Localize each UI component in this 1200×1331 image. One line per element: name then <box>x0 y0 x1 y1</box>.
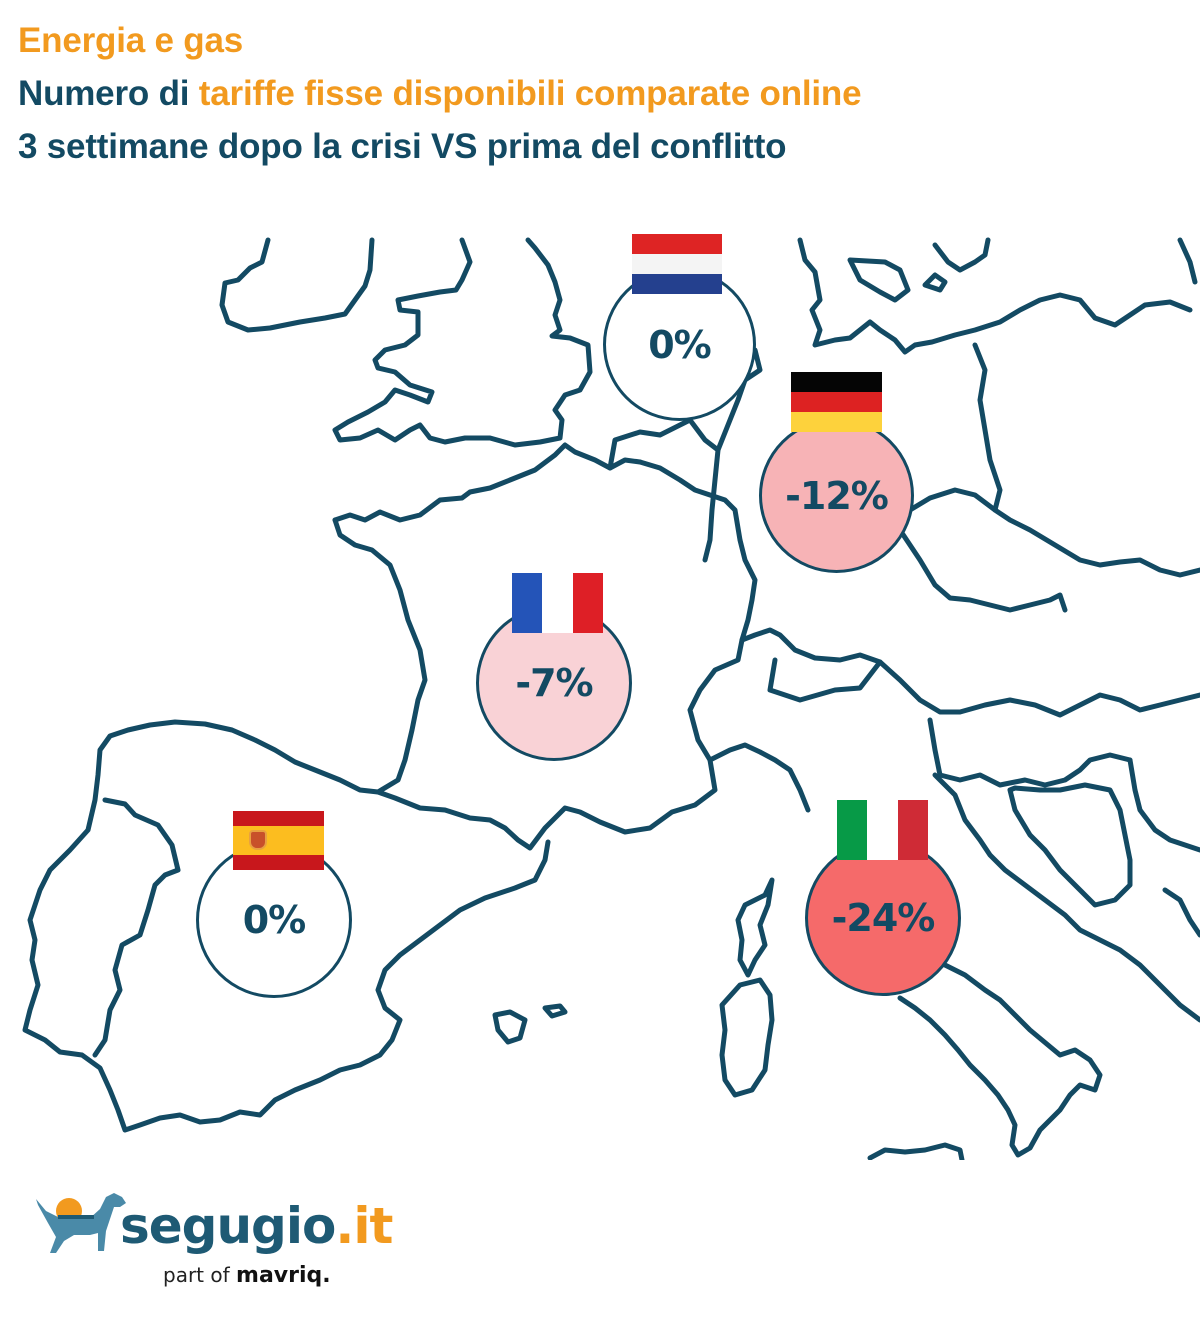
segugio-logo: segugio.it part of mavriq. <box>30 1185 393 1295</box>
france-flag-icon <box>512 573 603 633</box>
mavriq-brand: mavriq. <box>236 1263 331 1288</box>
spain-coat-of-arms-icon <box>249 829 267 850</box>
logo-brand-text: segugio.it <box>120 1197 393 1255</box>
dog-logo-icon <box>36 1193 126 1253</box>
italy-flag-icon <box>837 800 928 860</box>
value-italy: -24% <box>831 896 936 940</box>
spain-flag-icon <box>233 811 324 870</box>
title-main-highlight: tariffe fisse disponibili comparate onli… <box>198 74 862 113</box>
value-circle-italy: -24% <box>805 840 961 996</box>
value-germany: -12% <box>785 473 889 518</box>
value-spain: 0% <box>242 898 307 942</box>
title-subtitle: 3 settimane dopo la crisi VS prima del c… <box>18 127 787 166</box>
europe-map-outline <box>22 237 1200 1160</box>
title-main: Numero di tariffe fisse disponibili comp… <box>18 67 862 120</box>
value-netherlands: 0% <box>648 322 712 367</box>
title-category: Energia e gas <box>18 21 244 60</box>
germany-flag-icon <box>791 372 882 432</box>
netherlands-flag-icon <box>632 234 722 294</box>
title-main-prefix: Numero di <box>18 74 199 113</box>
value-circle-germany: -12% <box>759 418 914 573</box>
logo-subtitle: part of mavriq. <box>163 1263 331 1288</box>
value-france: -7% <box>515 661 593 705</box>
header: Energia e gas Numero di tariffe fisse di… <box>18 14 862 173</box>
